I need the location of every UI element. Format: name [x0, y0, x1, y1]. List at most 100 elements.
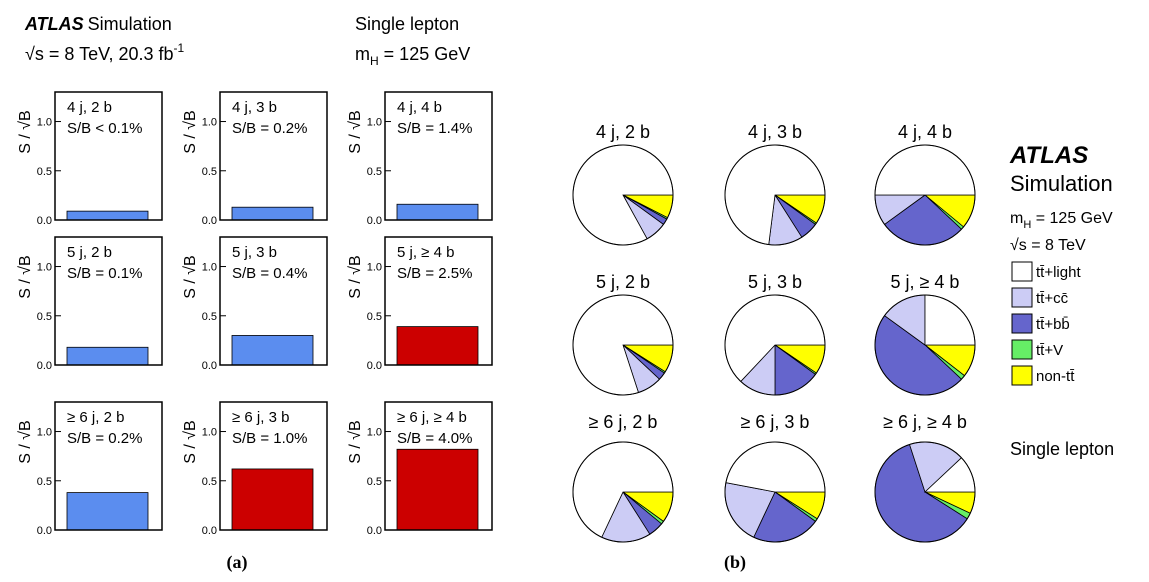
pie-chart-region: ≥ 6 j, ≥ 4 b — [874, 412, 976, 543]
plot-frame — [384, 91, 493, 221]
pie-outline — [724, 441, 826, 543]
signal-over-background-label: S/B < 0.1% — [67, 120, 142, 137]
bar-chart-region: 0.0 0.5 1.0S / √B ≥ 6 j, ≥ 4 b S/B = 4.0% — [347, 401, 493, 537]
y-tick-label: 0.0 — [37, 215, 52, 227]
pie-title: 4 j, 4 b — [898, 122, 952, 142]
y-tick-label: 1.0 — [367, 427, 382, 439]
signal-over-background-label: S/B = 0.4% — [232, 265, 307, 282]
panel-b-header: ATLAS Simulation mH = 125 GeV √s = 8 TeV… — [1009, 142, 1114, 459]
channel-label: Single lepton — [355, 14, 459, 34]
pie-outline — [572, 144, 674, 246]
pie-chart-region: 4 j, 2 b — [572, 122, 674, 246]
sensitivity-bar — [231, 468, 314, 531]
sensitivity-bar — [231, 206, 314, 221]
sensitivity-bar — [396, 203, 479, 221]
legend: tt̄+light tt̄+cc̄ tt̄+bb̄ tt̄+V non-tt̄ — [1011, 261, 1081, 386]
signal-over-background-label: S/B = 0.2% — [67, 430, 142, 447]
y-tick-label: 0.5 — [202, 311, 217, 323]
y-axis-label: S / √B — [182, 255, 199, 298]
y-tick-label: 1.0 — [367, 117, 382, 129]
y-axis-label: S / √B — [347, 110, 364, 153]
legend-label: tt̄+light — [1036, 264, 1081, 281]
pie-chart-region: 5 j, ≥ 4 b — [874, 272, 976, 396]
pie-chart-region: 4 j, 4 b — [874, 122, 976, 246]
y-tick-label: 0.0 — [367, 525, 382, 537]
region-label: 5 j, 2 b — [67, 244, 112, 261]
bar-chart-region: 0.0 0.5 1.0S / √B 4 j, 2 b S/B < 0.1% — [17, 91, 163, 227]
pie-outline — [724, 294, 826, 396]
pie-slice — [874, 144, 976, 196]
pie-title: ≥ 6 j, ≥ 4 b — [883, 412, 967, 432]
signal-over-background-label: S/B = 1.0% — [232, 430, 307, 447]
legend-swatch — [1011, 339, 1033, 360]
atlas-label: ATLAS — [24, 14, 84, 34]
y-tick-label: 0.0 — [202, 215, 217, 227]
sensitivity-bar-charts: 0.00.51.0S / √B4 j, 2 bS/B < 0.1%0.00.51… — [17, 91, 493, 537]
y-tick-label: 0.5 — [367, 166, 382, 178]
pie-outline — [874, 441, 976, 543]
pie-chart-region: 5 j, 3 b — [724, 272, 826, 396]
bar-chart-region: 0.0 0.5 1.0S / √B 5 j, ≥ 4 b S/B = 2.5% — [347, 236, 493, 372]
region-label: 5 j, ≥ 4 b — [397, 244, 454, 261]
svg-text:mH = 125 GeV: mH = 125 GeV — [355, 44, 470, 68]
legend-swatch — [1011, 261, 1033, 282]
signal-over-background-label: S/B = 0.2% — [232, 120, 307, 137]
legend-label: tt̄+V — [1036, 342, 1063, 359]
pie-title: 4 j, 3 b — [748, 122, 802, 142]
legend-label: tt̄+bb̄ — [1036, 316, 1070, 333]
y-tick-label: 0.5 — [202, 166, 217, 178]
pie-chart-region: ≥ 6 j, 3 b — [724, 412, 826, 543]
svg-text:√s = 8 TeV, 20.3 fb-1: √s = 8 TeV, 20.3 fb-1 — [25, 41, 184, 64]
plot-frame — [219, 236, 328, 366]
region-label: 4 j, 3 b — [232, 99, 277, 116]
sensitivity-bar — [231, 335, 314, 366]
region-label: 4 j, 4 b — [397, 99, 442, 116]
mass-label-b: m — [1010, 210, 1023, 227]
signal-over-background-label: S/B = 1.4% — [397, 120, 472, 137]
region-label: 5 j, 3 b — [232, 244, 277, 261]
bar-chart-region: 0.0 0.5 1.0S / √B 4 j, 3 b S/B = 0.2% — [182, 91, 328, 227]
plot-frame — [54, 401, 163, 531]
pie-title: 5 j, ≥ 4 b — [891, 272, 960, 292]
mass-subscript: H — [370, 54, 379, 68]
plot-frame — [54, 236, 163, 366]
pie-chart-region: ≥ 6 j, 2 b — [572, 412, 674, 543]
pie-title: 4 j, 2 b — [596, 122, 650, 142]
y-tick-label: 0.5 — [367, 311, 382, 323]
signal-over-background-label: S/B = 4.0% — [397, 430, 472, 447]
y-tick-label: 0.5 — [367, 476, 382, 488]
channel-label-b: Single lepton — [1010, 439, 1114, 459]
pie-outline — [572, 441, 674, 543]
legend-swatch — [1011, 365, 1033, 386]
y-tick-label: 0.5 — [37, 311, 52, 323]
y-axis-label: S / √B — [17, 420, 34, 463]
y-tick-label: 0.0 — [37, 525, 52, 537]
y-tick-label: 1.0 — [202, 427, 217, 439]
pie-title: ≥ 6 j, 2 b — [589, 412, 658, 432]
bar-chart-region: 0.0 0.5 1.0S / √B 4 j, 4 b S/B = 1.4% — [347, 91, 493, 227]
simulation-label: Simulation — [88, 14, 172, 34]
mass-value-b: = 125 GeV — [1031, 210, 1113, 227]
mass-subscript-b: H — [1023, 219, 1031, 231]
y-tick-label: 1.0 — [202, 262, 217, 274]
signal-over-background-label: S/B = 2.5% — [397, 265, 472, 282]
pie-slice — [924, 294, 976, 346]
legend-swatch — [1011, 287, 1033, 308]
plot-frame — [219, 91, 328, 221]
legend-swatch — [1011, 313, 1033, 334]
pie-outline — [874, 144, 976, 246]
signal-over-background-label: S/B = 0.1% — [67, 265, 142, 282]
y-axis-label: S / √B — [182, 110, 199, 153]
y-axis-label: S / √B — [347, 255, 364, 298]
pie-chart-region: 4 j, 3 b — [724, 122, 826, 246]
region-label: 4 j, 2 b — [67, 99, 112, 116]
pie-outline — [572, 294, 674, 396]
mass-label: m — [355, 44, 370, 64]
bar-chart-region: 0.0 0.5 1.0S / √B ≥ 6 j, 3 b S/B = 1.0% — [182, 401, 328, 537]
sensitivity-bar — [66, 492, 149, 531]
y-tick-label: 0.0 — [37, 360, 52, 372]
energy-label-b: √s = 8 TeV — [1010, 237, 1086, 254]
sensitivity-bar — [396, 326, 479, 366]
